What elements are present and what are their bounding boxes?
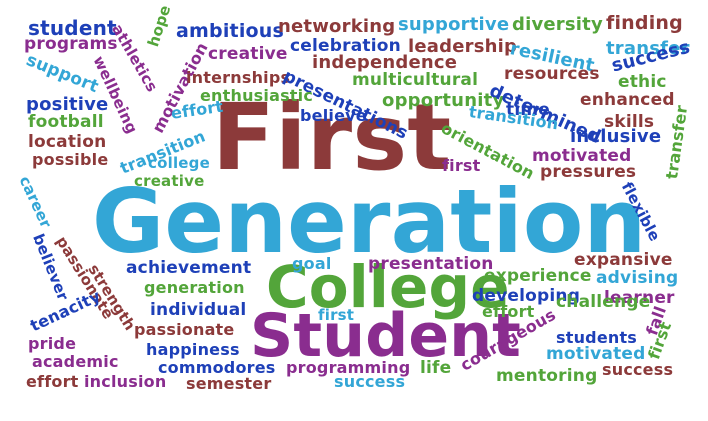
word-positive: positive (26, 94, 109, 115)
word-networking: networking (278, 16, 396, 37)
word-supportive: supportive (398, 14, 510, 35)
word-creative-2: creative (134, 172, 205, 190)
word-life: life (420, 358, 452, 378)
word-semester: semester (186, 374, 272, 393)
word-motivated: motivated (532, 146, 632, 166)
word-location: location (28, 132, 107, 152)
word-transfer-vertical: transfer (662, 103, 692, 181)
word-skills: skills (604, 112, 655, 132)
word-happiness: happiness (146, 340, 240, 359)
word-leadership: leadership (408, 36, 518, 57)
word-career: career (15, 173, 56, 231)
word-possible: possible (32, 150, 109, 169)
word-presentation: presentation (368, 254, 494, 274)
word-multicultural: multicultural (352, 70, 479, 90)
word-motivated-2: motivated (546, 344, 646, 364)
word-developing: developing (472, 286, 581, 306)
word-effort-2: effort (482, 302, 535, 321)
word-individual: individual (150, 300, 247, 320)
word-learner: learner (604, 288, 675, 308)
word-celebration: celebration (290, 36, 401, 56)
word-success-bottom: success (334, 372, 406, 391)
word-opportunity: opportunity (382, 90, 505, 111)
word-student: student (28, 16, 117, 40)
word-internships: internships (186, 68, 291, 87)
title-word-college: College (266, 253, 510, 321)
word-creative: creative (208, 44, 288, 64)
word-experience: experience (484, 266, 592, 286)
word-passionate-2: passionate (134, 320, 235, 339)
title-word-generation: Generation (92, 170, 647, 273)
word-believe: believe (300, 106, 367, 125)
word-inclusive: inclusive (570, 126, 662, 147)
word-college-small: college (148, 154, 210, 172)
word-ambitious: ambitious (176, 20, 285, 42)
word-time: time (506, 100, 550, 120)
word-academic: academic (32, 352, 119, 371)
word-goal: goal (292, 254, 332, 273)
word-diversity: diversity (512, 14, 603, 35)
word-finding: finding (606, 12, 683, 34)
title-word-first: First (212, 84, 452, 191)
word-support: support (23, 50, 102, 98)
word-commodores: commodores (158, 358, 276, 377)
word-enhanced: enhanced (580, 90, 675, 110)
word-effort-3: effort (26, 372, 79, 391)
word-advising: advising (596, 268, 679, 288)
word-ethic: ethic (618, 72, 667, 92)
word-programs: programs (24, 34, 118, 54)
word-pride: pride (28, 334, 77, 353)
word-independence: independence (312, 52, 458, 73)
word-achievement: achievement (126, 258, 252, 278)
word-pressures: pressures (540, 162, 637, 182)
word-generation-small: generation (144, 278, 245, 297)
word-expansive: expansive (574, 250, 673, 270)
word-transfer: transfer (606, 38, 690, 59)
word-mentoring: mentoring (496, 366, 598, 386)
word-football: football (28, 112, 104, 132)
word-enthusiastic: enthusiastic (200, 86, 314, 105)
word-first-2: first (318, 306, 355, 324)
word-success-right: success (602, 360, 674, 379)
word-programming: programming (286, 358, 411, 377)
word-inclusion: inclusion (84, 372, 167, 391)
word-first-small: first (442, 156, 481, 175)
word-challenge: challenge (556, 292, 651, 312)
title-word-student: Student (250, 301, 522, 371)
word-students: students (556, 328, 638, 347)
word-hope: hope (144, 2, 175, 49)
word-resources: resources (504, 64, 600, 84)
